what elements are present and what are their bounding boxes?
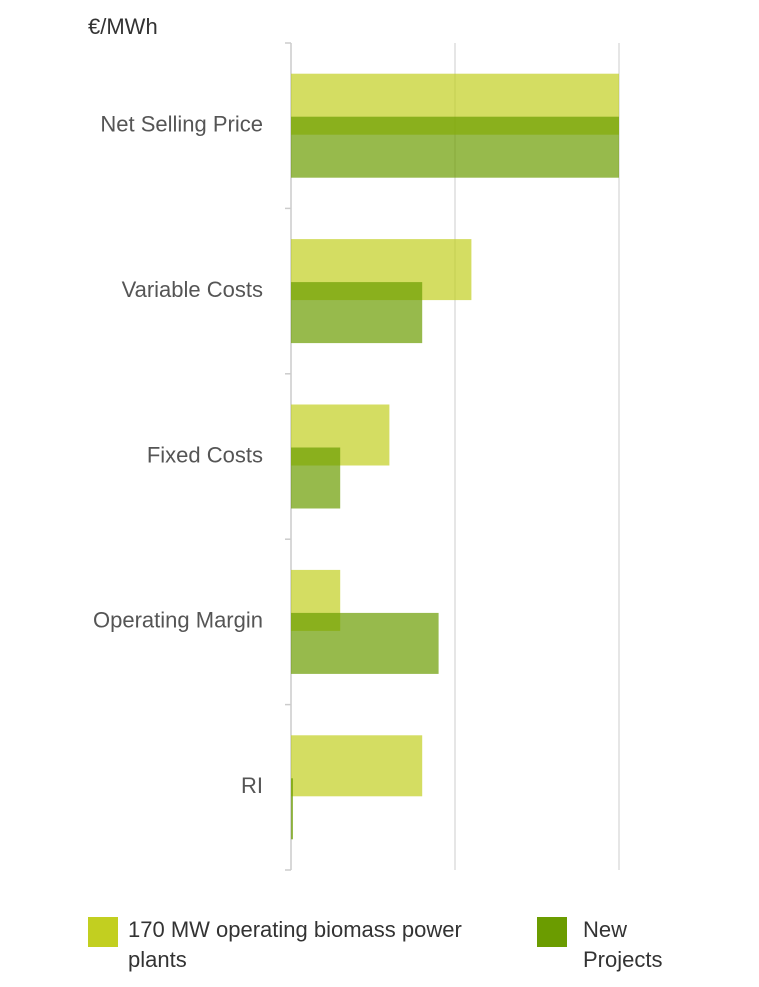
bar	[291, 778, 293, 840]
y-tick-label: RI	[241, 773, 263, 798]
legend-label: 170 MW operating biomass power plants	[128, 917, 462, 972]
bar	[291, 447, 341, 509]
legend-swatch	[537, 917, 567, 947]
unit-label: €/MWh	[88, 14, 158, 39]
y-tick-label: Operating Margin	[93, 608, 263, 633]
y-tick-label: Variable Costs	[122, 277, 263, 302]
y-tick-label: Net Selling Price	[100, 112, 263, 137]
bar	[291, 612, 439, 674]
legend-swatch	[88, 917, 118, 947]
bar	[291, 282, 423, 344]
bar	[291, 116, 619, 178]
y-tick-label: Fixed Costs	[147, 442, 263, 467]
legend-label: New Projects	[583, 917, 663, 972]
bar	[291, 735, 423, 797]
